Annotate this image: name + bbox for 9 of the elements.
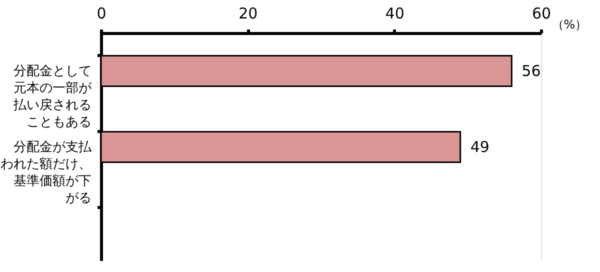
data-label: 56 — [522, 62, 541, 80]
x-tick-label: 0 — [96, 4, 106, 22]
x-tick-label: 20 — [238, 4, 258, 22]
x-tick-label: 40 — [385, 4, 404, 22]
y-tick-label: 分配金として元本の一部が払い戻されることもある — [12, 64, 92, 130]
y-tick-label: 分配金が支払われた額だけ、基準価額が下がる — [0, 140, 92, 206]
data-label: 49 — [470, 138, 490, 156]
x-tick-label: 60 — [532, 4, 552, 22]
x-axis-title: （%） — [552, 18, 588, 32]
